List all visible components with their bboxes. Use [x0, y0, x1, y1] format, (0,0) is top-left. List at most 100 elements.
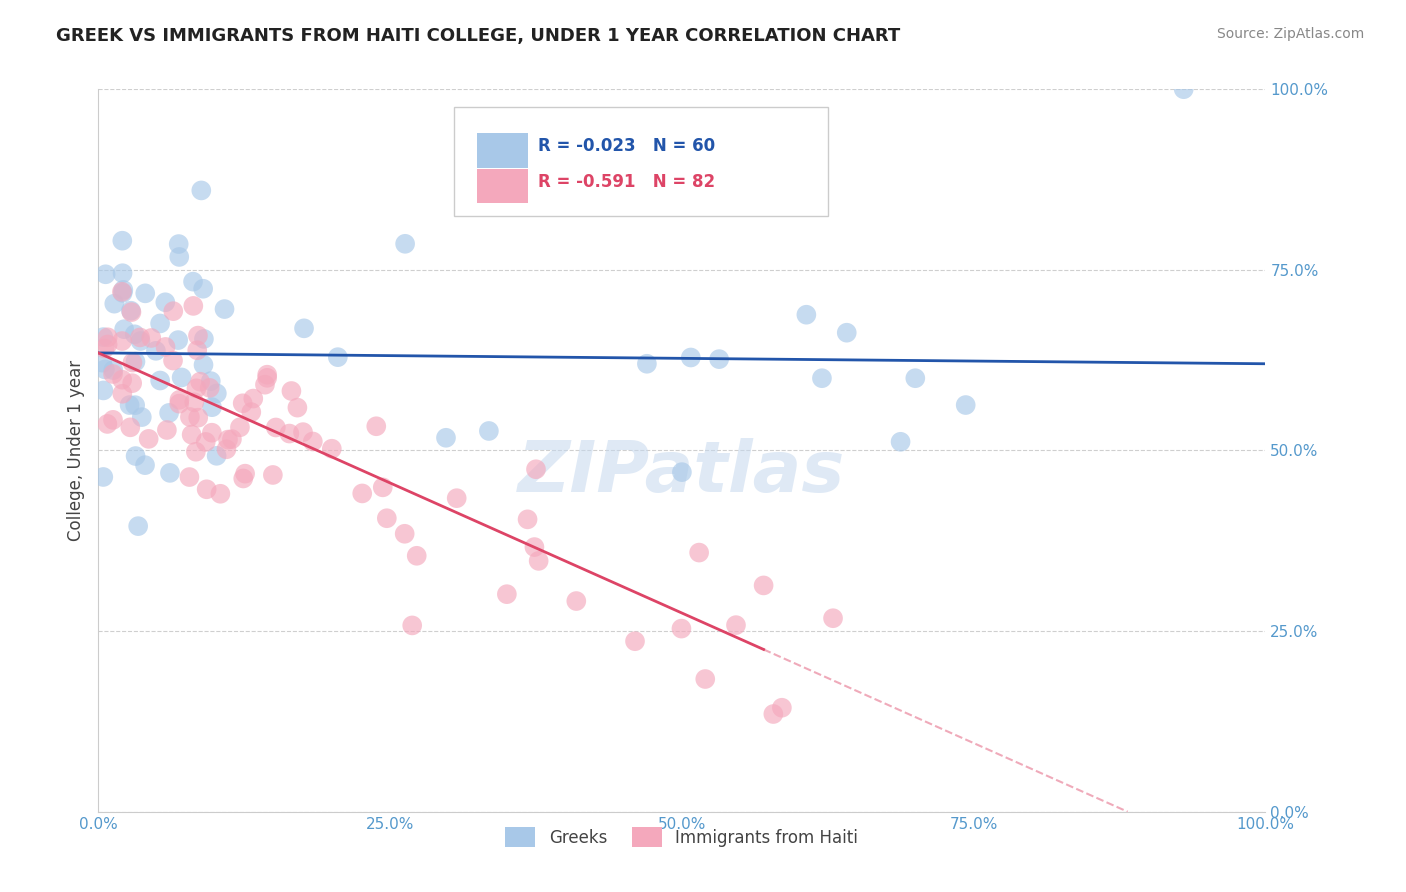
Point: [242, 392, 264, 406]
Point: [138, 432, 160, 446]
Point: [201, 425, 224, 440]
Point: [120, 305, 142, 319]
Point: [636, 357, 658, 371]
Y-axis label: College, Under 1 year: College, Under 1 year: [66, 359, 84, 541]
Point: [93, 384, 115, 398]
Point: [93, 342, 115, 356]
Point: [179, 470, 201, 484]
Point: [94, 267, 117, 281]
Point: [96, 417, 118, 431]
Text: R = -0.591   N = 82: R = -0.591 N = 82: [538, 173, 716, 191]
Point: [131, 410, 153, 425]
Point: [187, 410, 209, 425]
Point: [120, 420, 142, 434]
Point: [695, 672, 717, 686]
Point: [194, 434, 217, 449]
Point: [671, 465, 693, 479]
Point: [624, 634, 647, 648]
Point: [205, 449, 228, 463]
Point: [256, 371, 278, 385]
Point: [111, 266, 134, 280]
Point: [159, 466, 181, 480]
Point: [156, 423, 179, 437]
Point: [191, 282, 214, 296]
Point: [121, 355, 143, 369]
Point: [118, 398, 141, 412]
Point: [157, 406, 180, 420]
Point: [183, 395, 205, 409]
Point: [112, 283, 135, 297]
Point: [221, 432, 243, 446]
Point: [179, 409, 201, 424]
Point: [145, 343, 167, 358]
Point: [215, 442, 238, 457]
FancyBboxPatch shape: [477, 133, 527, 168]
Point: [167, 250, 190, 264]
Point: [434, 431, 457, 445]
Point: [101, 413, 124, 427]
Point: [209, 487, 232, 501]
Point: [181, 275, 204, 289]
Point: [193, 332, 215, 346]
Point: [955, 398, 977, 412]
Point: [292, 425, 315, 439]
Point: [103, 296, 125, 310]
Point: [516, 512, 538, 526]
Point: [253, 377, 276, 392]
Point: [527, 554, 550, 568]
Point: [229, 420, 252, 434]
Point: [796, 308, 818, 322]
Point: [167, 333, 190, 347]
Point: [256, 368, 278, 382]
Point: [232, 471, 254, 485]
Point: [217, 433, 239, 447]
Point: [180, 427, 202, 442]
Point: [262, 467, 284, 482]
Point: [366, 419, 388, 434]
Point: [762, 706, 785, 721]
Point: [280, 384, 302, 398]
FancyBboxPatch shape: [454, 107, 828, 216]
Point: [205, 386, 228, 401]
FancyBboxPatch shape: [477, 169, 527, 203]
Point: [707, 352, 730, 367]
Point: [111, 386, 134, 401]
Point: [671, 622, 693, 636]
Point: [127, 519, 149, 533]
Point: [103, 363, 125, 377]
Point: [811, 371, 834, 385]
Point: [162, 353, 184, 368]
Point: [184, 444, 207, 458]
Point: [186, 343, 208, 358]
Point: [394, 526, 416, 541]
Legend: Greeks, Immigrants from Haiti: Greeks, Immigrants from Haiti: [499, 821, 865, 854]
Point: [167, 397, 190, 411]
Point: [233, 467, 256, 481]
Point: [129, 334, 152, 348]
Point: [141, 331, 163, 345]
Point: [112, 322, 135, 336]
Point: [278, 426, 301, 441]
Point: [91, 330, 114, 344]
Text: GREEK VS IMMIGRANTS FROM HAITI COLLEGE, UNDER 1 YEAR CORRELATION CHART: GREEK VS IMMIGRANTS FROM HAITI COLLEGE, …: [56, 27, 900, 45]
Point: [167, 237, 190, 252]
Point: [111, 285, 134, 300]
Point: [375, 511, 398, 525]
Point: [170, 370, 193, 384]
Point: [124, 449, 146, 463]
Point: [201, 400, 224, 414]
Point: [679, 351, 702, 365]
Point: [240, 405, 263, 419]
Point: [724, 618, 747, 632]
Point: [688, 545, 710, 559]
Point: [394, 236, 416, 251]
Point: [821, 611, 844, 625]
Point: [904, 371, 927, 385]
Point: [292, 321, 315, 335]
Point: [155, 295, 177, 310]
Point: [162, 304, 184, 318]
Text: R = -0.023   N = 60: R = -0.023 N = 60: [538, 137, 716, 155]
Text: Source: ZipAtlas.com: Source: ZipAtlas.com: [1216, 27, 1364, 41]
Point: [565, 594, 588, 608]
Point: [232, 396, 254, 410]
